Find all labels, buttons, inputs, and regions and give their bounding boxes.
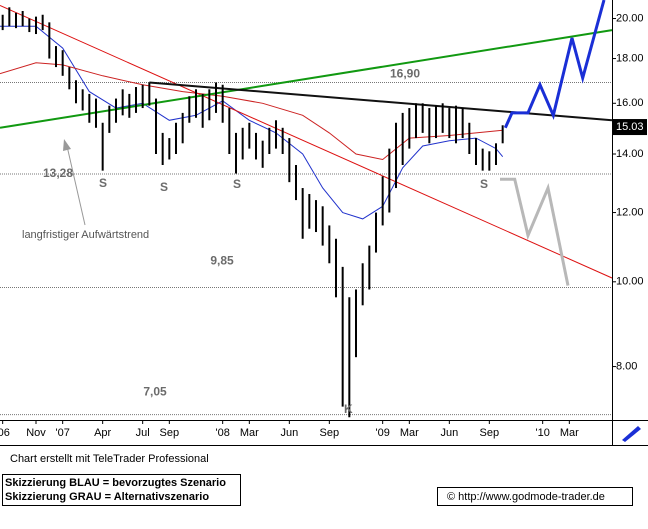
annotation: langfristiger Aufwärtstrend	[22, 229, 149, 241]
marker: S	[233, 177, 241, 191]
marker: S	[160, 180, 168, 194]
last-price-box	[613, 119, 647, 136]
overlay-line	[500, 177, 570, 286]
marker: S	[99, 176, 107, 190]
x-tick-label: Jun	[280, 427, 298, 439]
marker: K	[344, 402, 353, 416]
x-tick-label: Apr	[94, 427, 111, 439]
x-tick-label: Sep	[160, 427, 180, 439]
level-label: 13,28	[43, 166, 73, 180]
marker: S	[480, 177, 488, 191]
x-tick-label: Mar	[400, 427, 419, 439]
y-tick-label: 12.00	[616, 206, 644, 218]
y-tick-label: 20.00	[616, 12, 644, 24]
y-tick-label: 14.00	[616, 148, 644, 160]
overlay-line	[503, 0, 606, 129]
y-tick-label: 16.00	[616, 97, 644, 109]
legend-text: Skizzierung BLAU = bevorzugtes Szenario	[5, 477, 226, 489]
overlay-line	[149, 81, 613, 122]
pencil-icon	[622, 426, 641, 442]
x-tick-label: Nov	[26, 427, 46, 439]
x-tick-label: '10	[535, 427, 549, 439]
x-tick-label: '06	[0, 427, 10, 439]
legend-box	[2, 474, 241, 506]
x-tick-label: Mar	[560, 427, 579, 439]
x-tick-label: Sep	[480, 427, 500, 439]
x-tick-label: Mar	[240, 427, 259, 439]
x-tick-label: '08	[215, 427, 229, 439]
level-label: 9,85	[210, 254, 234, 268]
last-price-label: 15.03	[616, 121, 644, 133]
x-tick-label: Jun	[440, 427, 458, 439]
x-tick-label: '09	[375, 427, 389, 439]
y-tick-label: 18.00	[616, 52, 644, 64]
x-tick-label: Jul	[136, 427, 150, 439]
y-tick-label: 8.00	[616, 360, 637, 372]
plot-area	[0, 0, 613, 418]
overlay-line	[0, 5, 613, 279]
source-box	[437, 487, 633, 506]
overlay-line	[0, 29, 613, 129]
level-label: 16,90	[390, 67, 420, 81]
x-tick-label: Sep	[320, 427, 340, 439]
annotation-arrow	[66, 145, 86, 226]
level-label: 7,05	[143, 385, 167, 399]
source[interactable]: © http://www.godmode-trader.de	[447, 491, 605, 503]
legend-text: Skizzierung GRAU = Alternativszenario	[5, 491, 209, 503]
arrow-head	[63, 139, 71, 151]
y-tick-label: 10.00	[616, 276, 644, 288]
x-tick-label: '07	[55, 427, 69, 439]
credit: Chart erstellt mit TeleTrader Profession…	[10, 453, 209, 465]
